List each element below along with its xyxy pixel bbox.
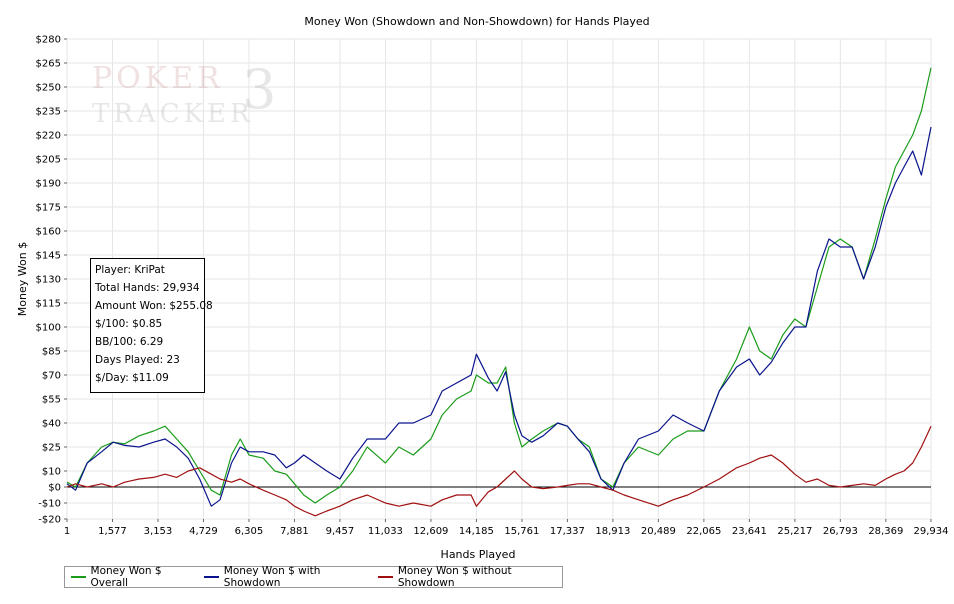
y-tick-label: $145 [36, 251, 61, 262]
x-axis-title: Hands Played [441, 548, 516, 561]
y-tick-label: $25 [42, 443, 61, 454]
x-tick-label: 4,729 [189, 526, 218, 537]
chart-legend: Money Won $ Overall Money Won $ with Sho… [64, 565, 563, 589]
x-tick-label: 28,369 [868, 526, 903, 537]
stat-bb-100: BB/100: 6.29 [95, 336, 164, 348]
legend-label-overall: Money Won $ Overall [90, 565, 162, 589]
stat-days-played: Days Played: 23 [95, 354, 180, 366]
y-axis-title: Money Won $ [16, 242, 29, 316]
x-tick-label: 26,793 [823, 526, 858, 537]
series-line-overall [66, 67, 932, 504]
x-tick-label: 9,457 [326, 526, 355, 537]
legend-item-non-showdown[interactable]: Money Won $ without Showdown [378, 565, 556, 589]
x-tick-label: 11,033 [368, 526, 403, 537]
series-line-showdown [66, 126, 932, 507]
y-tick-label: $70 [42, 371, 61, 382]
y-tick-label: $160 [36, 227, 61, 238]
y-tick-label: $250 [36, 83, 61, 94]
series-lines [66, 67, 932, 517]
legend-label-non-showdown: Money Won $ without Showdown [397, 565, 512, 589]
legend-label-showdown: Money Won $ with Showdown [223, 565, 321, 589]
x-tick-label: 15,761 [504, 526, 539, 537]
y-tick-label: $40 [42, 419, 61, 430]
x-axis-ticks: 1 1,577 3,153 4,729 6,305 7,881 9,457 11,033 12,… [64, 519, 949, 537]
legend-item-showdown[interactable]: Money Won $ with Showdown [204, 565, 366, 589]
stat-total-hands: Total Hands: 29,934 [95, 282, 200, 294]
x-tick-label: 29,934 [914, 526, 949, 537]
y-tick-label: $130 [36, 275, 61, 286]
x-tick-label: 1 [64, 526, 70, 537]
y-tick-label: $85 [42, 347, 61, 358]
x-tick-label: 12,609 [413, 526, 448, 537]
x-tick-label: 20,489 [641, 526, 676, 537]
y-tick-label: $280 [36, 35, 61, 46]
y-tick-label: $190 [36, 179, 61, 190]
x-tick-label: 23,641 [732, 526, 767, 537]
x-tick-label: 3,153 [144, 526, 173, 537]
legend-swatch-overall [71, 576, 86, 578]
y-axis-ticks: -$20 -$10 $0 $10 $25 $40 $55 $70 $85 $100 $115 $130… [36, 35, 67, 526]
x-tick-label: 25,217 [777, 526, 812, 537]
y-tick-label: $265 [36, 59, 61, 70]
y-tick-label: $55 [42, 395, 61, 406]
legend-item-overall[interactable]: Money Won $ Overall [71, 565, 192, 589]
player-stats-box: Player: KriPat Total Hands: 29,934 Amoun… [90, 258, 213, 393]
stat-per-day: $/Day: $11.09 [95, 372, 169, 384]
y-tick-label: $175 [36, 203, 61, 214]
x-tick-label: 14,185 [459, 526, 494, 537]
stat-per-100: $/100: $0.85 [95, 318, 163, 330]
legend-swatch-showdown [204, 576, 219, 578]
chart-title: Money Won (Showdown and Non-Showdown) fo… [304, 15, 649, 28]
y-tick-label: $235 [36, 107, 61, 118]
x-tick-label: 22,065 [686, 526, 721, 537]
y-tick-label: -$20 [38, 515, 61, 526]
x-tick-label: 1,577 [98, 526, 127, 537]
x-tick-label: 18,913 [595, 526, 630, 537]
y-tick-label: $220 [36, 131, 61, 142]
x-tick-label: 7,881 [280, 526, 309, 537]
legend-swatch-non-showdown [378, 576, 393, 578]
x-tick-label: 17,337 [550, 526, 585, 537]
stat-amount-won: Amount Won: $255.08 [95, 300, 213, 312]
y-tick-label: -$10 [38, 499, 61, 510]
y-tick-label: $100 [36, 323, 61, 334]
grid-lines [66, 38, 932, 520]
series-line-non-showdown [66, 425, 932, 517]
stat-player: Player: KriPat [95, 264, 165, 276]
x-tick-label: 6,305 [235, 526, 264, 537]
y-tick-label: $115 [36, 299, 61, 310]
y-tick-label: $0 [48, 483, 61, 494]
y-tick-label: $205 [36, 155, 61, 166]
y-tick-label: $10 [42, 467, 61, 478]
